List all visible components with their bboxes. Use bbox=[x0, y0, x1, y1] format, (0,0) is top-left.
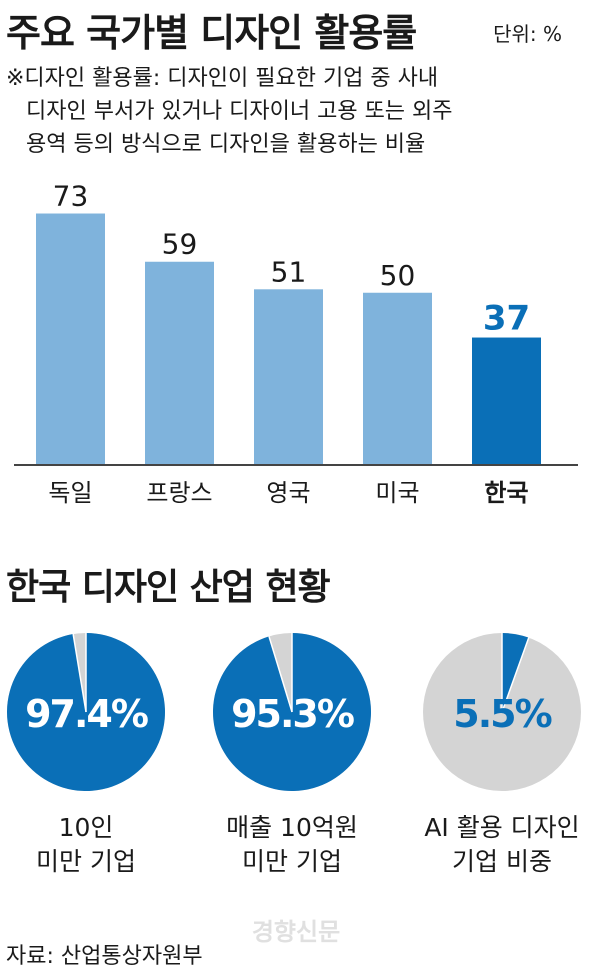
pie-value-label: 97.4% bbox=[25, 692, 148, 736]
pie-caption: 매출 10억원 bbox=[226, 813, 358, 842]
pie-caption: 10인 bbox=[59, 813, 114, 842]
bar bbox=[363, 292, 432, 465]
bar-value-label: 59 bbox=[162, 228, 198, 261]
bar-value-label: 73 bbox=[53, 180, 89, 213]
pie-caption: 미만 기업 bbox=[36, 847, 136, 876]
pie-caption: 미만 기업 bbox=[242, 847, 342, 876]
unit-label: 단위: % bbox=[493, 22, 562, 46]
bar-value-label: 50 bbox=[380, 259, 416, 292]
pie-value-label: 5.5% bbox=[453, 692, 551, 736]
bar-chart: 73 독일 59 프랑스 51 영국 50 미국 37 한국 bbox=[14, 180, 578, 507]
pie-caption: 기업 비중 bbox=[452, 847, 552, 876]
source-note: 자료: 산업통상자원부 bbox=[6, 944, 203, 969]
note-line: ※디자인 활용률: 디자인이 필요한 기업 중 사내 bbox=[6, 66, 439, 91]
category-label: 프랑스 bbox=[146, 479, 212, 507]
section-title: 한국 디자인 산업 현황 bbox=[6, 567, 331, 608]
bar bbox=[145, 261, 214, 465]
pie-caption: AI 활용 디자인 bbox=[424, 813, 579, 842]
slice-divider bbox=[501, 637, 530, 713]
bar-value-label: 37 bbox=[483, 299, 530, 339]
watermark: 경향신문 bbox=[251, 918, 341, 946]
chart-title: 주요 국가별 디자인 활용률 bbox=[6, 11, 417, 55]
bar bbox=[472, 337, 541, 465]
pie-value-label: 95.3% bbox=[231, 692, 354, 736]
definition-note: ※디자인 활용률: 디자인이 필요한 기업 중 사내 디자인 부서가 있거나 디… bbox=[6, 62, 576, 161]
category-label: 영국 bbox=[266, 479, 310, 507]
category-label: 한국 bbox=[484, 479, 528, 507]
slice-divider bbox=[268, 636, 293, 713]
bar bbox=[36, 213, 105, 465]
category-label: 미국 bbox=[375, 479, 419, 507]
slice-divider bbox=[72, 633, 87, 713]
bar-value-label: 51 bbox=[271, 255, 307, 288]
note-line: 용역 등의 방식으로 디자인을 활용하는 비율 bbox=[26, 132, 426, 157]
note-line: 디자인 부서가 있거나 디자이너 고용 또는 외주 bbox=[26, 99, 453, 124]
category-label: 독일 bbox=[48, 479, 92, 507]
bar bbox=[254, 289, 323, 465]
